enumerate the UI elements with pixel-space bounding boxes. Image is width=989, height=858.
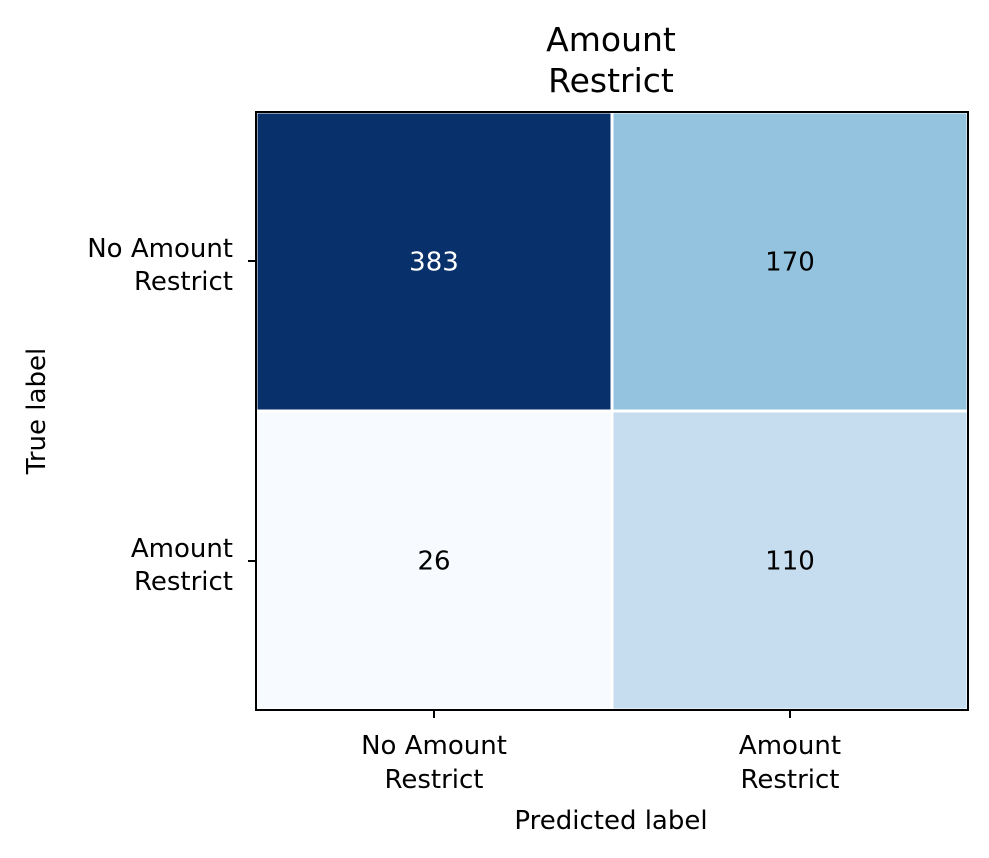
axis-ticks [248,260,791,718]
chart-title-line-2: Restrict [548,61,674,100]
x-axis-label: Predicted label [514,806,707,836]
y-tick-label-1-line-1: Amount [131,534,233,564]
y-axis-label: True label [22,348,52,475]
y-tick-label-0-line-1: No Amount [87,234,233,264]
heatmap-cell-r0-c0 [254,110,614,413]
cell-value-label-r0-c0: 383 [409,248,459,278]
x-tick-label-1-line-1: Amount [739,731,841,761]
y-tick-label-1-line-2: Restrict [134,567,233,597]
cell-value-label-r1-c1: 110 [765,547,815,577]
heatmap-cell-r1-c0 [254,409,614,712]
chart-title-line-1: Amount [546,20,676,59]
heatmap-cells: 383 170 26 110 [254,110,970,712]
cell-value-label-r0-c1: 170 [765,248,815,278]
y-tick-label-0-line-2: Restrict [134,267,233,297]
x-tick-label-0-line-1: No Amount [361,731,507,761]
axes-frame [255,111,969,711]
x-tick-label-1-line-2: Restrict [740,765,839,795]
heatmap-cell-r1-c1 [610,409,970,712]
x-tick-label-0-line-2: Restrict [384,765,483,795]
cell-value-label-r1-c0: 26 [417,547,450,577]
